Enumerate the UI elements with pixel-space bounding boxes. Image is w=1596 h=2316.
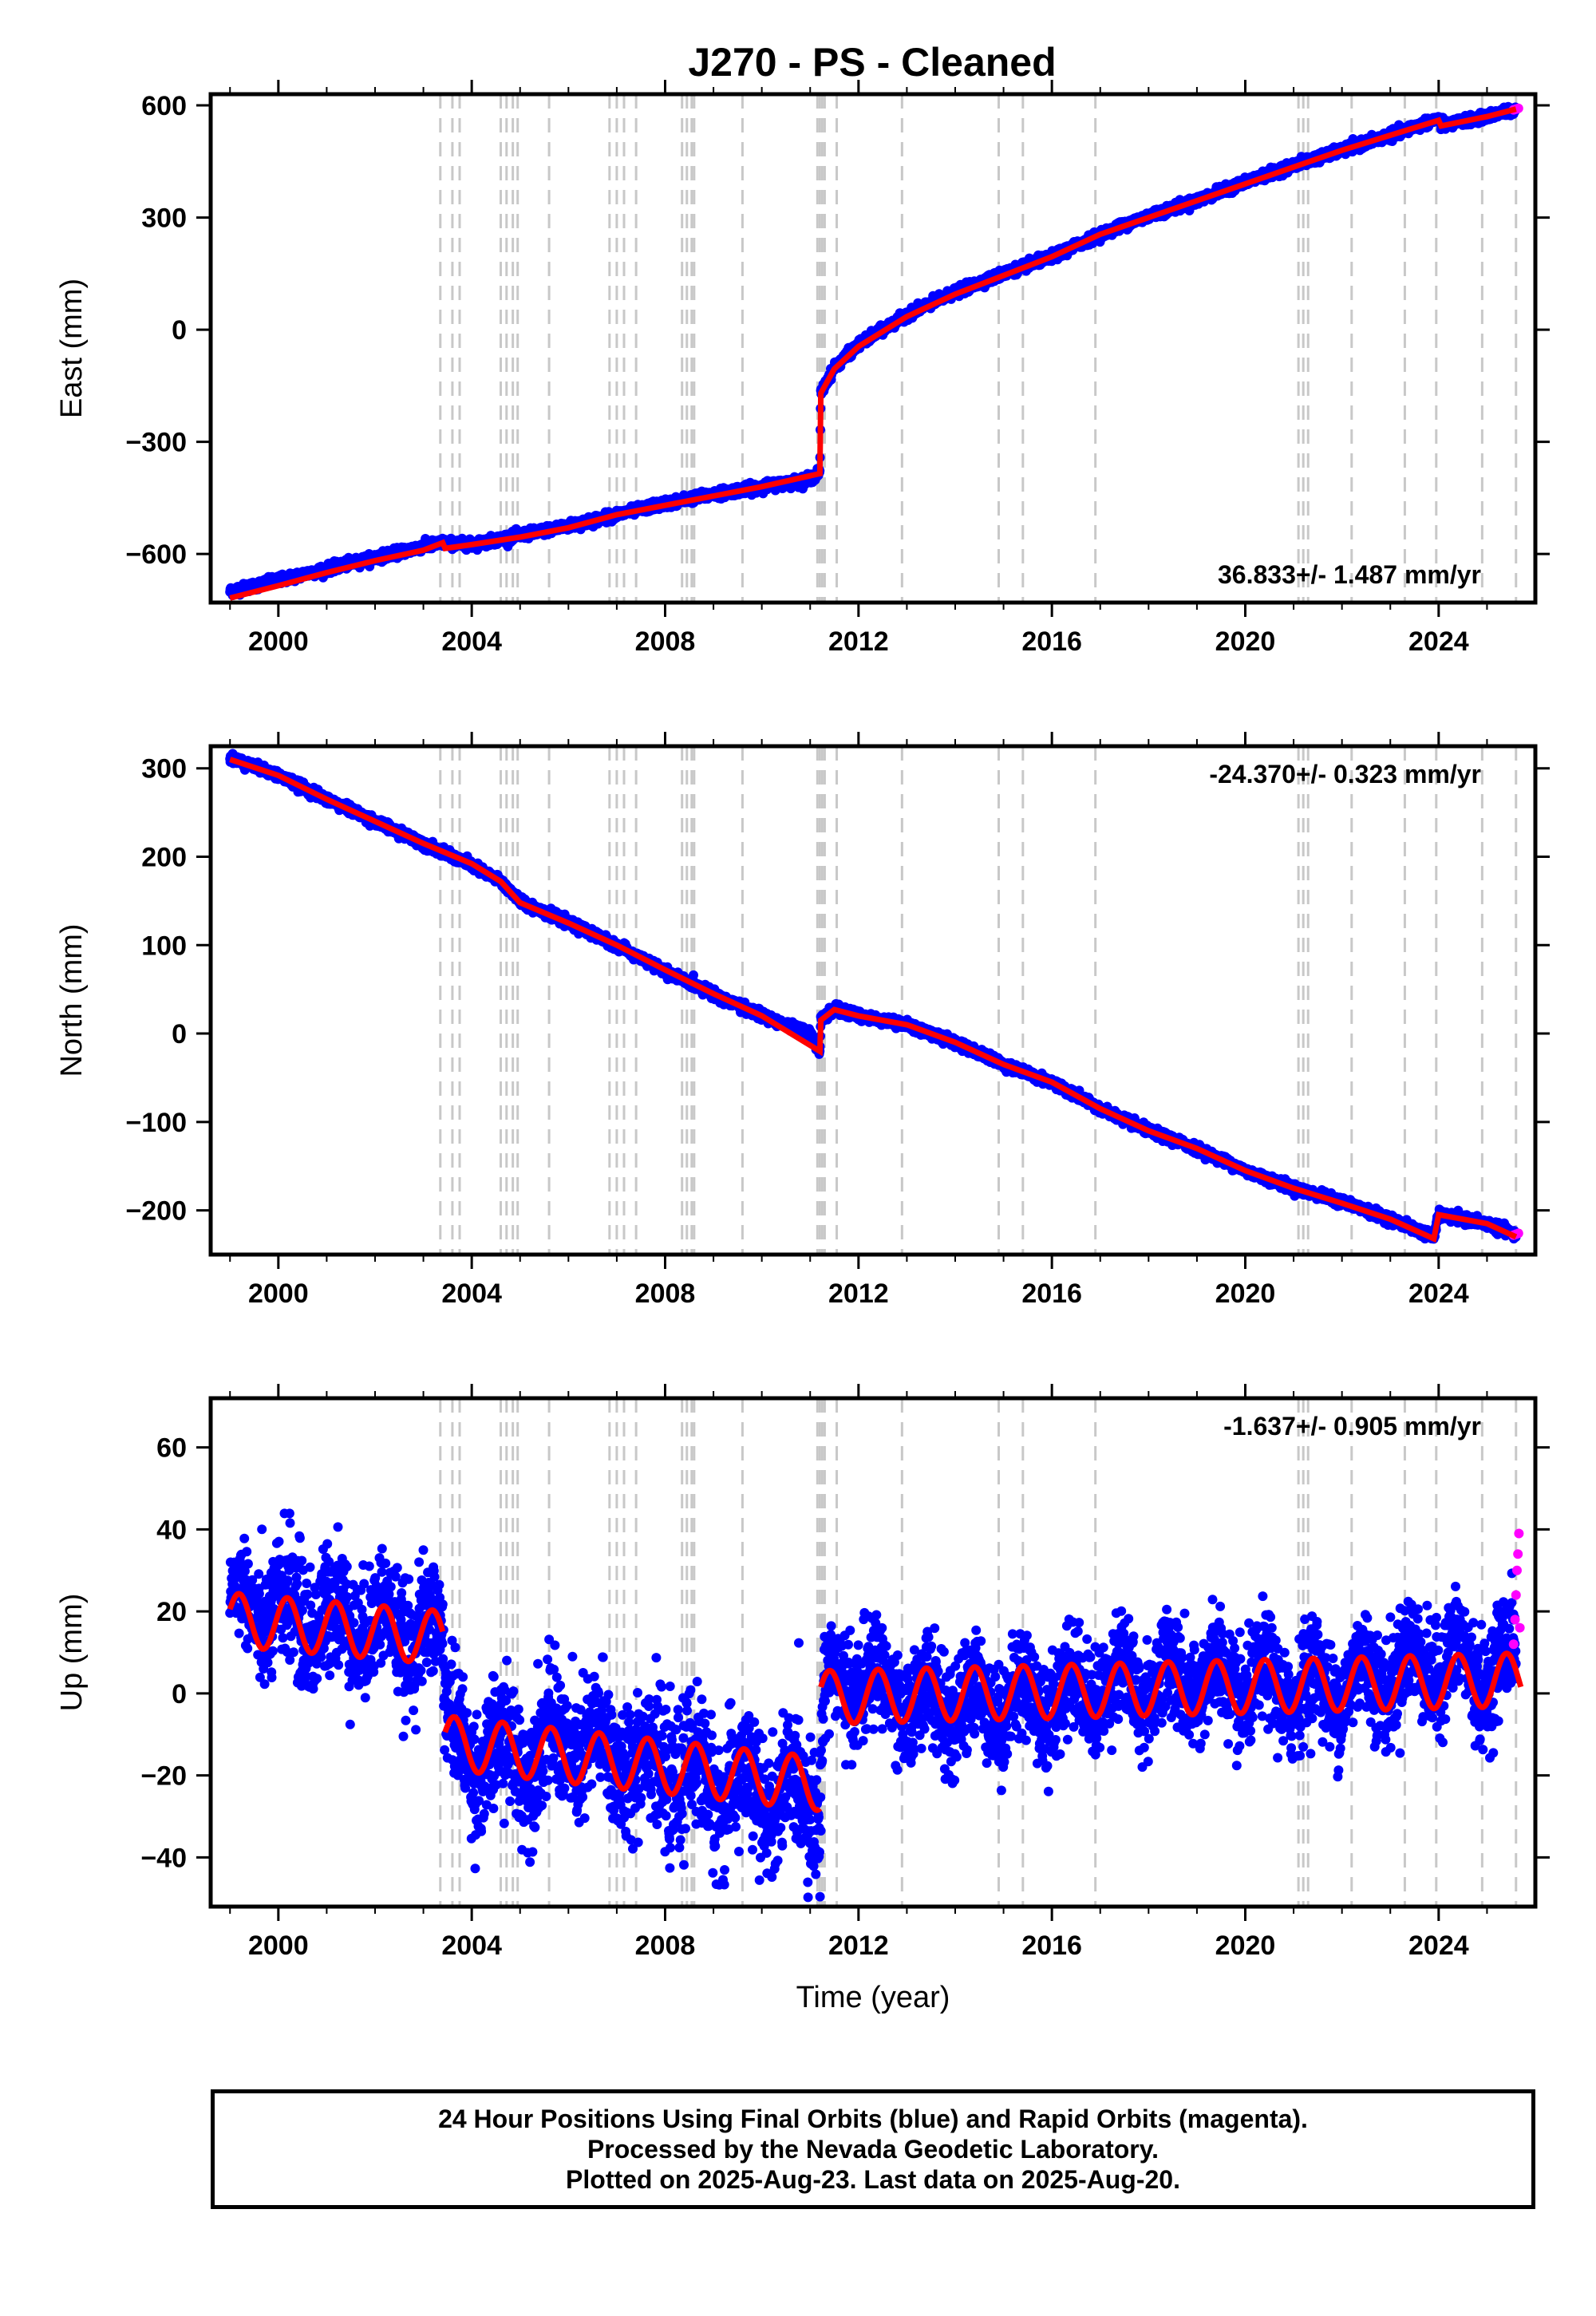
y-tick-label: 0	[172, 315, 187, 346]
x-tick-label: 2012	[828, 626, 889, 657]
y-tick-label: −300	[125, 428, 187, 458]
x-tick-label: 2016	[1021, 626, 1082, 657]
y-tick-label: 300	[141, 204, 187, 234]
y-tick-label: −600	[125, 539, 187, 570]
x-tick-label: 2008	[635, 626, 696, 657]
y-tick-label: 600	[141, 91, 187, 121]
plot-area	[225, 746, 1523, 1255]
x-tick-label: 2004	[441, 626, 502, 657]
x-tick-label: 2020	[1215, 626, 1276, 657]
model-curve	[229, 106, 1517, 601]
plot-area	[225, 94, 1523, 603]
plot-frame	[208, 92, 1538, 605]
final-orbit-points	[225, 101, 1521, 600]
panel-2: 2000 2004 2008 2012 2016 2020 20243002001000−1…	[55, 732, 1550, 1309]
x-tick-label: 2000	[248, 626, 309, 657]
panels: 2000 2004 2008 2012 2016 2020 2024 600 300 0 −300 −…	[55, 80, 1550, 2014]
panel-1: 2000 2004 2008 2012 2016 2020 2024 600 300 0 −300 −…	[55, 80, 1550, 657]
chart-title: J270 - PS - Cleaned	[688, 40, 1056, 85]
y-axis-label: East (mm)	[55, 279, 89, 418]
x-tick-label: 2024	[1408, 626, 1469, 657]
rate-label: 36.833+/- 1.487 mm/yr	[1218, 560, 1481, 589]
